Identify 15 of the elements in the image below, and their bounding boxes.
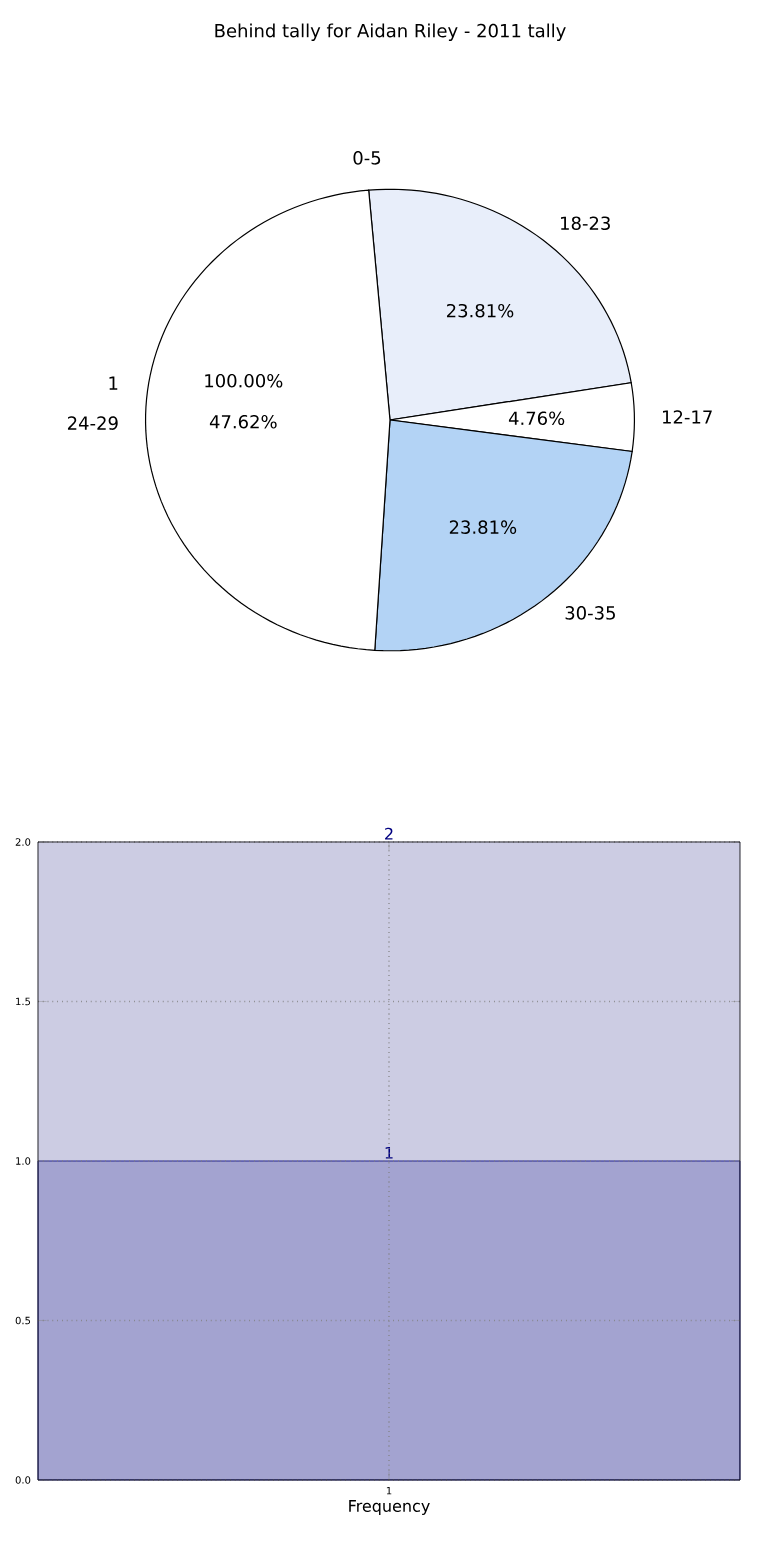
data-label: 47.62%: [209, 414, 277, 429]
data-label: 1: [385, 1146, 393, 1159]
data-label: 23.81%: [446, 303, 514, 318]
slice-label: 24-29: [67, 416, 118, 430]
text: 100.00%: [205, 373, 283, 388]
x-axis-title: Frequency: [349, 1500, 430, 1516]
chart-title: Behind tally for Aidan Riley - 2011 tally: [215, 23, 566, 41]
slice-label: 18-23: [561, 216, 610, 231]
data-label: 23.81%: [449, 520, 517, 534]
slice-label: 30-35: [565, 606, 615, 620]
total-label: 2: [385, 827, 393, 840]
category-label: 0-5: [353, 151, 381, 165]
slice-label: 12-17: [663, 410, 712, 424]
data-label: 4.76%: [508, 411, 565, 426]
text: 1: [109, 376, 118, 390]
